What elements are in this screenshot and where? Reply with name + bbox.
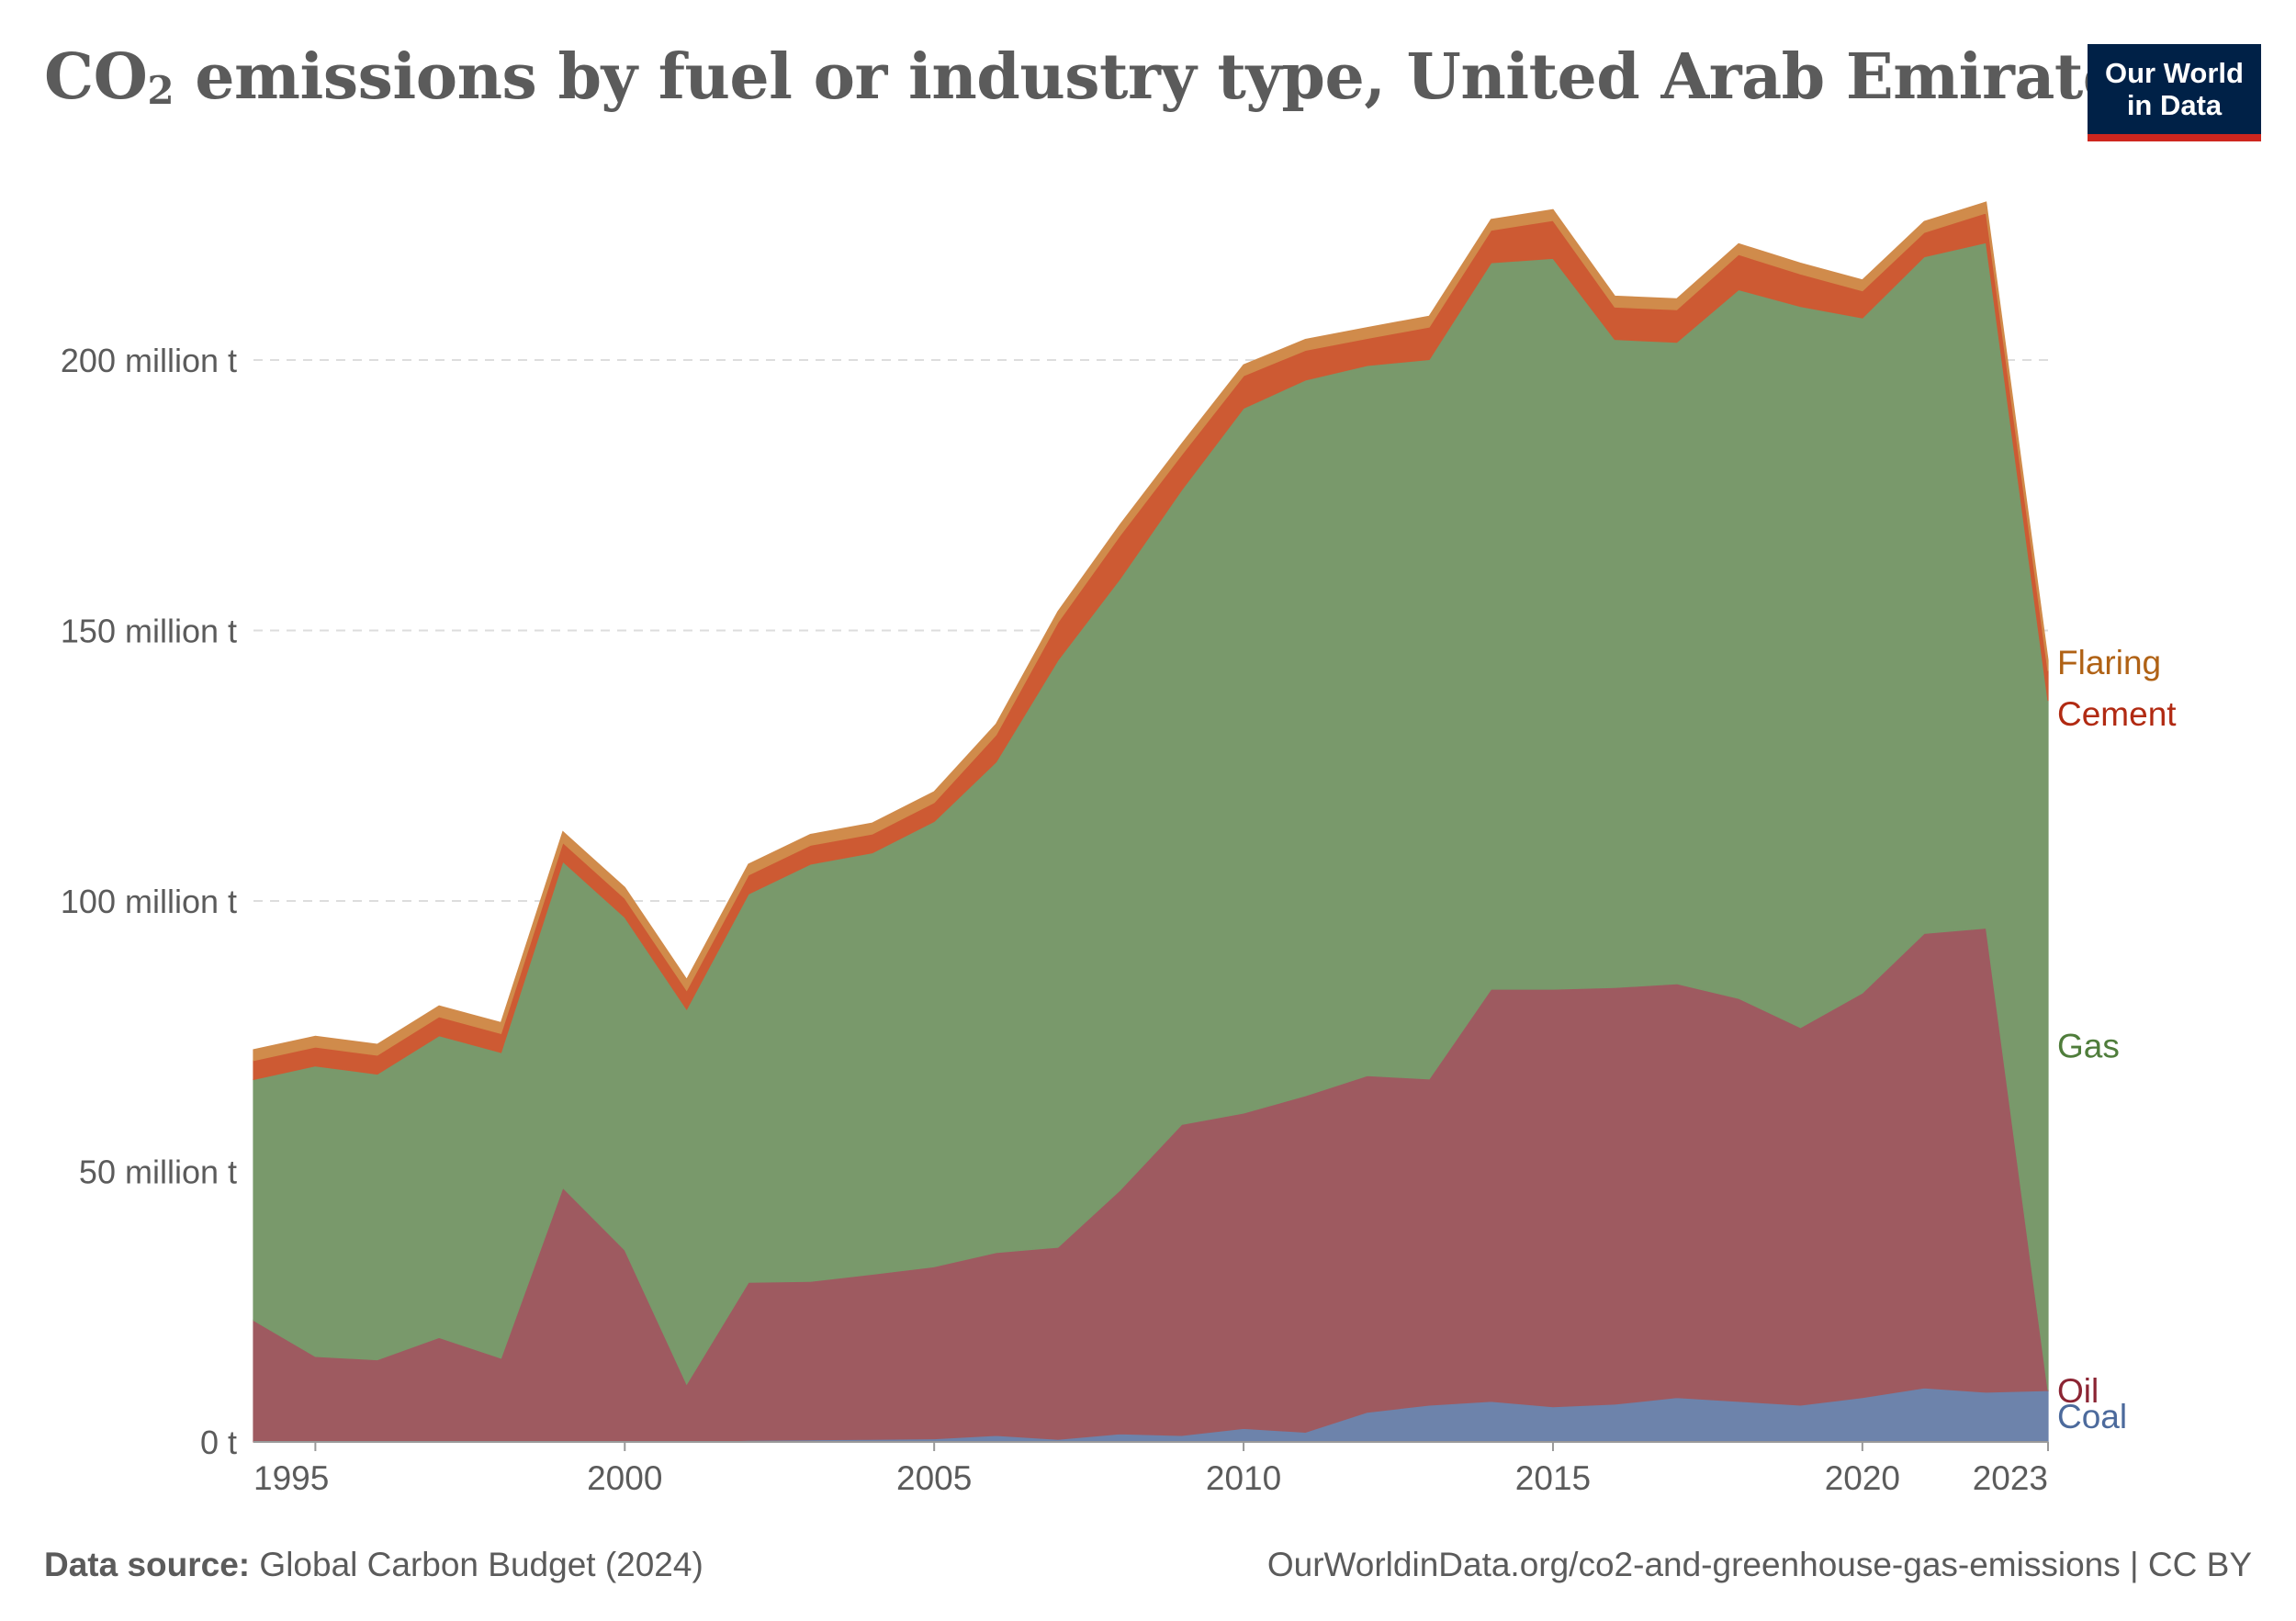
chart-title: CO2 emissions by fuel or industry type, …	[44, 40, 2157, 114]
y-tick-label: 0 t	[200, 1424, 237, 1461]
source-url[interactable]: OurWorldinData.org/co2-and-greenhouse-ga…	[1266, 1546, 2121, 1583]
series-areas	[253, 201, 2049, 1443]
axes: 1995 2000 2005 2010 2015 2020 2023	[253, 1441, 2049, 1497]
series-label-cement[interactable]: Cement	[2057, 695, 2177, 733]
x-tick-label: 2023	[1973, 1459, 2048, 1497]
data-source-value: Global Carbon Budget (2024)	[259, 1546, 703, 1583]
y-tick-label: 50 million t	[79, 1154, 237, 1191]
series-label-oil[interactable]: Oil	[2057, 1372, 2099, 1410]
y-tick-label: 150 million t	[61, 613, 237, 650]
y-tick-label: 100 million t	[61, 883, 237, 920]
x-tick-label: 2005	[896, 1459, 972, 1497]
footer-link[interactable]: OurWorldinData.org/co2-and-greenhouse-ga…	[1267, 1546, 2252, 1584]
x-tick-label: 2010	[1206, 1459, 1281, 1497]
data-source-label: Data source:	[44, 1546, 251, 1583]
series-label-gas[interactable]: Gas	[2057, 1028, 2120, 1065]
area-flaring[interactable]	[253, 201, 2049, 1062]
x-tick-label: 2000	[587, 1459, 662, 1497]
logo-line-2: in Data	[2126, 89, 2223, 121]
footer-separator: |	[2130, 1546, 2139, 1583]
logo-line-1: Our World	[2105, 57, 2244, 89]
x-tick-label: 2015	[1515, 1459, 1591, 1497]
x-tick-label: 1995	[253, 1459, 329, 1497]
data-source: Data source: Global Carbon Budget (2024)	[44, 1546, 703, 1584]
series-label-coal[interactable]: Coal	[2057, 1398, 2127, 1435]
x-tick-label: 2020	[1825, 1459, 1900, 1497]
y-tick-label: 200 million t	[61, 342, 237, 379]
license[interactable]: CC BY	[2147, 1546, 2252, 1583]
owid-logo[interactable]: Our World in Data	[2088, 44, 2261, 141]
series-label-flaring[interactable]: Flaring	[2057, 644, 2161, 681]
